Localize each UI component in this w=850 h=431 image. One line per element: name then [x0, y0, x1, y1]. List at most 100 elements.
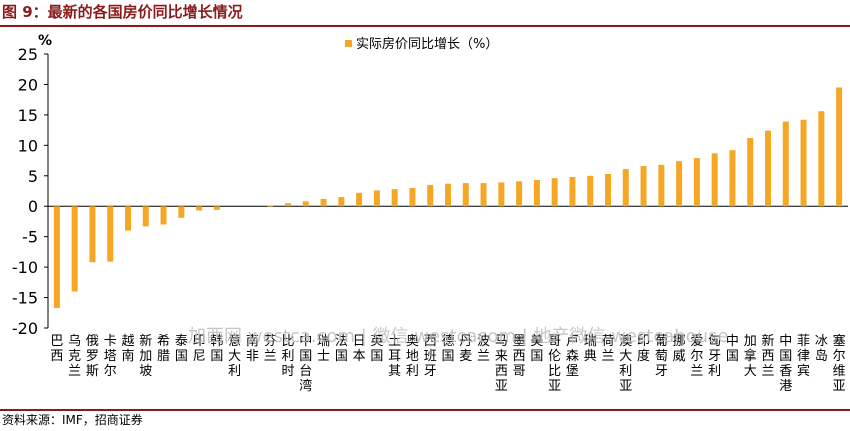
bar: [320, 198, 327, 207]
category-label: 乌克兰: [68, 333, 81, 379]
bar: [676, 161, 683, 207]
category-label: 英国: [370, 334, 383, 364]
category-label: 韩国: [210, 334, 223, 364]
title-rule: [0, 25, 850, 27]
chart-legend: 实际房价同比增长（%）: [345, 36, 498, 52]
category-label: 新西兰: [761, 333, 774, 379]
bar: [409, 187, 416, 207]
bar: [213, 206, 220, 210]
y-tick-label: -15: [12, 289, 38, 308]
bar: [569, 176, 576, 207]
category-label: 墨西哥: [513, 334, 526, 379]
category-label: 塞尔维亚: [833, 333, 846, 394]
bar: [498, 182, 505, 207]
bar: [640, 166, 647, 207]
category-label: 瑞士: [317, 334, 330, 364]
y-tick-label: 10: [18, 136, 38, 155]
bar: [53, 206, 60, 308]
category-label: 挪威: [673, 334, 686, 364]
source-note: 资料来源：IMF，招商证券: [2, 413, 143, 427]
y-tick-label: 15: [18, 106, 38, 125]
category-label: 冰岛: [815, 334, 828, 364]
category-label: 越南: [121, 334, 134, 364]
category-label: 土耳其: [388, 334, 401, 379]
bar: [71, 206, 78, 292]
category-label: 哥伦比亚: [548, 334, 561, 394]
category-label: 俄罗斯: [86, 334, 99, 379]
bar: [338, 197, 345, 207]
category-label: 卡塔尔: [104, 334, 117, 379]
category-label: 芬兰: [264, 334, 277, 364]
bar: [285, 203, 291, 207]
source-rule: [0, 409, 850, 411]
category-label: 巴西: [50, 334, 63, 364]
category-label: 荷兰: [601, 334, 614, 364]
bar: [89, 206, 96, 263]
bar: [445, 183, 451, 207]
bar: [605, 173, 611, 207]
y-tick-label: -5: [22, 228, 38, 247]
category-label: 比利时: [281, 334, 294, 379]
chart-axes: -20 -15 -10 -5 0 5 10 15 20 25%: [12, 33, 848, 338]
bar: [782, 121, 789, 207]
category-label: 澳大利亚: [619, 333, 632, 394]
y-tick-label: 20: [18, 75, 38, 94]
bar: [765, 130, 771, 207]
bar: [480, 183, 487, 207]
bar: [836, 87, 843, 207]
bar: [178, 206, 185, 218]
category-label: 希腊: [157, 334, 170, 364]
category-label: 奥地利: [406, 334, 419, 379]
watermark-text: 加西网 westca.com | 微信 westcacom | 地产微信 wes…: [188, 326, 729, 347]
bar-series: [53, 87, 843, 308]
y-tick-label: 0: [28, 197, 38, 216]
category-label: 西班牙: [424, 334, 437, 379]
category-label: 马来西亚: [495, 334, 508, 394]
y-unit-label: %: [38, 33, 52, 49]
bar: [729, 150, 736, 207]
bar: [302, 201, 309, 207]
bar: [818, 111, 825, 207]
bar: [622, 169, 629, 207]
bar: [658, 164, 665, 207]
category-label: 波兰: [477, 334, 490, 364]
y-tick-label: -20: [12, 319, 38, 338]
bar: [267, 205, 274, 207]
bar: [125, 206, 131, 231]
category-label: 加拿大: [744, 334, 757, 379]
category-label: 日本: [353, 334, 366, 364]
category-label: 中国: [726, 334, 739, 364]
bar: [196, 206, 203, 211]
category-label: 菲律宾: [797, 334, 810, 379]
category-label: 新加坡: [139, 333, 152, 379]
legend-swatch: [345, 40, 352, 47]
bar-chart: -20 -15 -10 -5 0 5 10 15 20 25% 巴西乌克兰俄罗斯卡塔尔越南新加坡希…: [12, 33, 848, 394]
y-tick-label: 5: [28, 167, 38, 186]
category-label: 德国: [441, 334, 454, 364]
y-tick-label: -10: [12, 258, 38, 277]
bar: [107, 206, 114, 262]
bar: [462, 183, 469, 207]
category-label: 印尼: [193, 334, 206, 364]
category-labels: 巴西乌克兰俄罗斯卡塔尔越南新加坡希腊泰国印尼韩国意大利南非芬兰比利时中国台湾瑞士…: [50, 333, 845, 394]
category-label: 法国: [335, 334, 348, 364]
bar: [391, 189, 398, 207]
bar: [373, 190, 380, 207]
bar: [516, 181, 523, 207]
category-label: 印度: [637, 334, 650, 364]
category-label: 爱尔兰: [690, 334, 703, 379]
bar: [160, 206, 167, 225]
bar: [142, 206, 149, 227]
bar: [356, 192, 363, 207]
category-label: 美国: [530, 334, 543, 364]
bar: [747, 138, 754, 207]
figure-title: 图 9：最新的各国房价同比增长情况: [2, 3, 243, 21]
category-label: 丹麦: [459, 334, 472, 364]
category-label: 葡萄牙: [655, 334, 668, 379]
bar: [587, 175, 594, 207]
bar: [693, 158, 700, 207]
y-tick-label: 25: [18, 45, 38, 64]
legend-label: 实际房价同比增长（%）: [356, 36, 498, 52]
category-label: 中国香港: [779, 334, 792, 394]
category-label: 匈牙利: [708, 334, 721, 379]
